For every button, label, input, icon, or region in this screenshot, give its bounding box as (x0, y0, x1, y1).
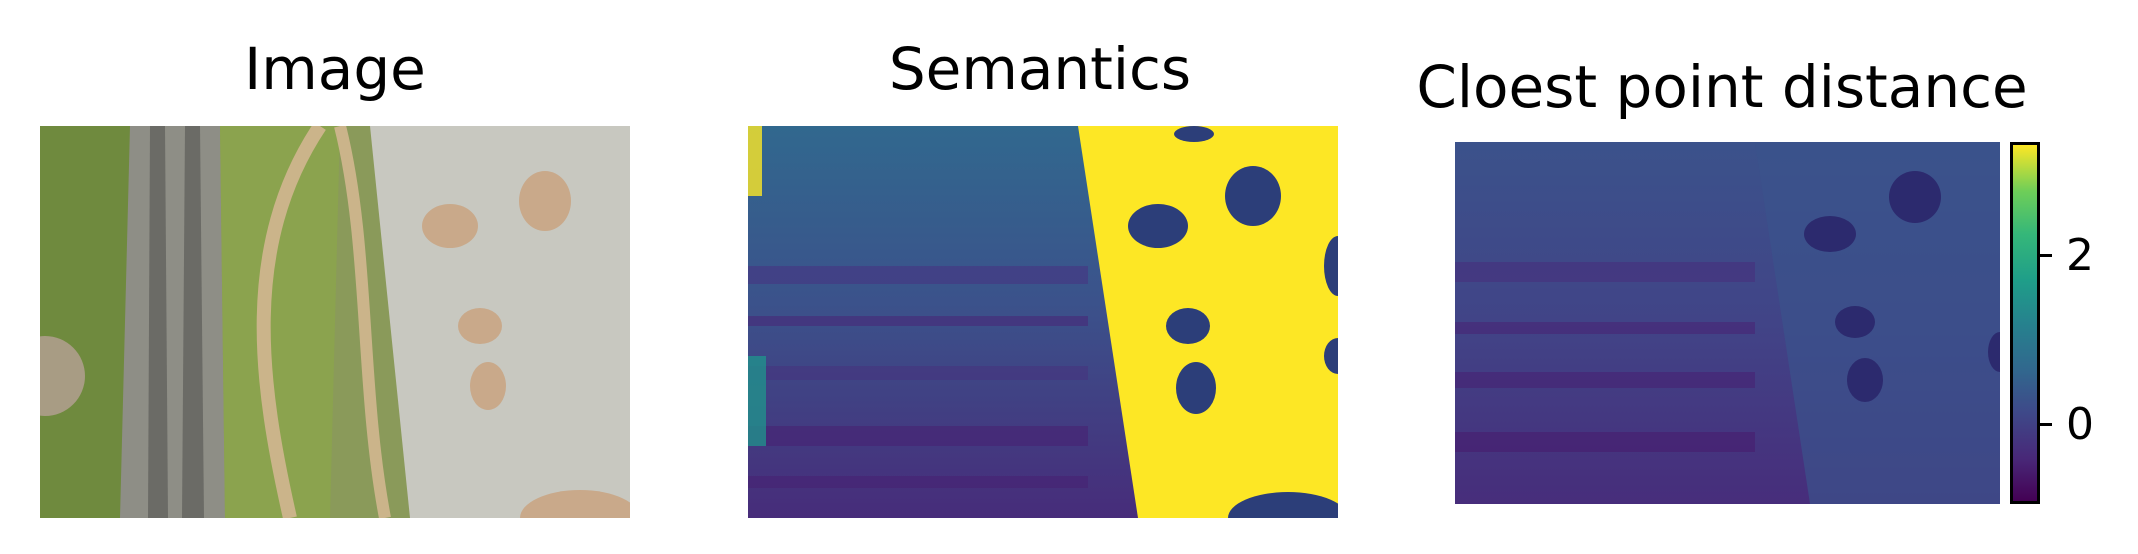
aerial-image (40, 126, 630, 518)
distance-map (1455, 142, 2000, 504)
semantics-title: Semantics (888, 35, 1192, 103)
image-title: Image (244, 35, 426, 103)
colorbar-label-2: 2 (2066, 230, 2094, 281)
colorbar (2010, 142, 2040, 504)
colorbar-tick-2 (2040, 254, 2052, 257)
distance-title: Cloest point distance (1416, 53, 2028, 121)
colorbar-label-0: 0 (2066, 399, 2094, 450)
semantics-map (748, 126, 1338, 518)
colorbar-tick-0 (2040, 423, 2052, 426)
